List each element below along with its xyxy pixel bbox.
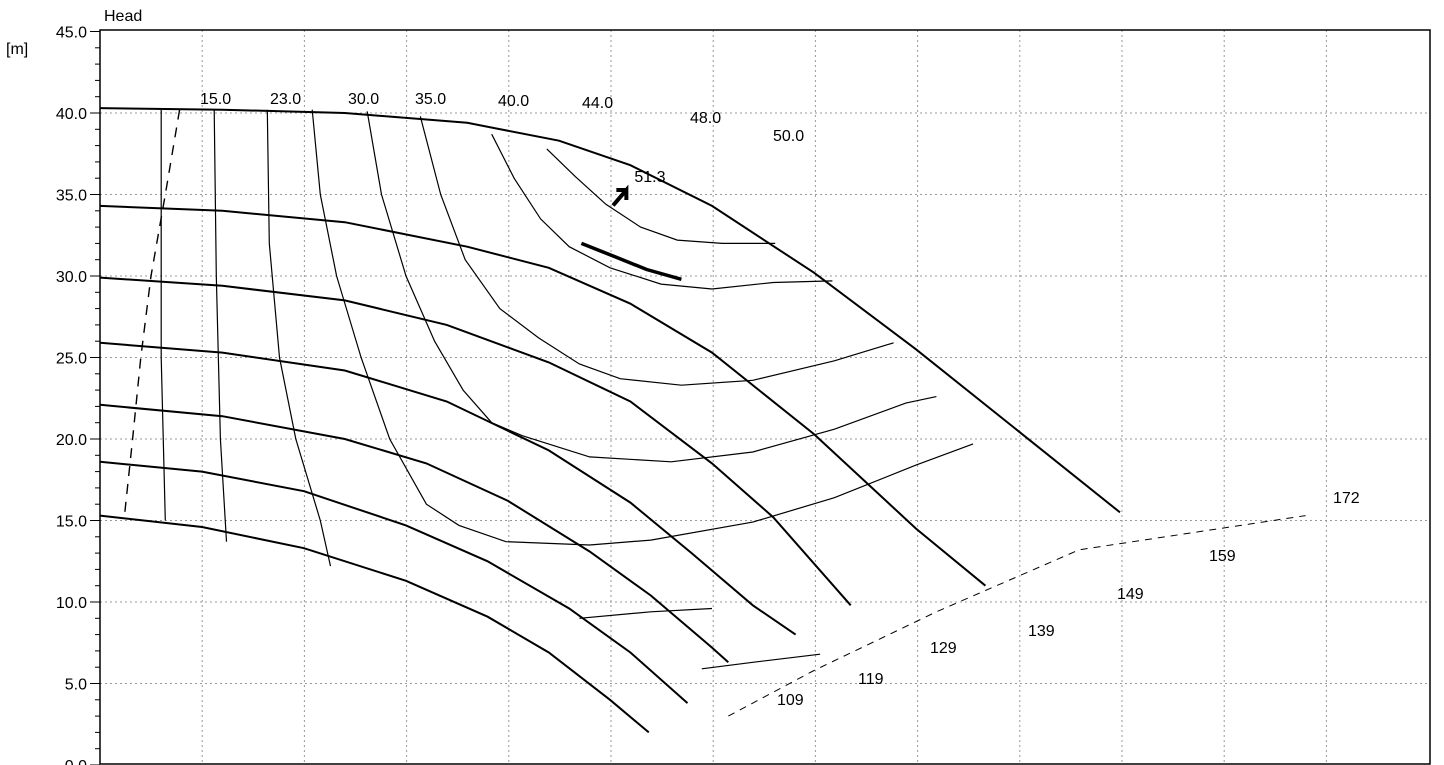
efficiency-curve-35-0: [311, 109, 974, 546]
head-curve-159: [99, 204, 987, 587]
efficiency-curve-48-0: [491, 133, 833, 290]
efficiency-label-35-0: 35.0: [415, 91, 446, 108]
head-curve-139: [99, 341, 797, 636]
head-label-119: 119: [858, 671, 884, 688]
efficiency-curve-23-0: [213, 109, 228, 542]
efficiency-curve-30-0: [266, 109, 332, 567]
y-tick-label: 10.0: [56, 595, 87, 612]
head-label-129: 129: [930, 640, 957, 657]
head-curve-119: [99, 460, 689, 704]
low-curve-segment: [579, 607, 713, 619]
y-axis-unit: [m]: [6, 41, 28, 58]
efficiency-label-48-0: 48.0: [690, 110, 721, 127]
efficiency-label-50-0: 50.0: [773, 128, 804, 145]
max-flow-curve: [728, 515, 1306, 717]
y-tick-label: 30.0: [56, 269, 87, 286]
y-tick-label: 15.0: [56, 514, 87, 531]
efficiency-label-23-0: 23.0: [270, 91, 301, 108]
min-flow-curve: [123, 109, 181, 516]
grid: [100, 30, 1430, 764]
efficiency-curve-15-0: [160, 109, 166, 521]
head-curve-129: [99, 403, 729, 664]
head-curve-172: [99, 107, 1121, 514]
head-label-149: 149: [1117, 586, 1144, 603]
efficiency-curve-40-0: [366, 111, 937, 463]
y-tick-label: 45.0: [56, 25, 87, 42]
y-tick-label: 20.0: [56, 432, 87, 449]
low-curve-segment: [701, 653, 821, 670]
head-label-109: 109: [777, 692, 804, 709]
efficiency-label-15-0: 15.0: [200, 91, 231, 108]
chart-marks: [99, 107, 1306, 734]
y-tick-label: 40.0: [56, 106, 87, 123]
head-label-139: 139: [1028, 623, 1055, 640]
operating-segment: [580, 241, 682, 281]
efficiency-curve-44-0: [419, 116, 894, 386]
y-axis: 0.0 5.0 10.0 15.0 20.0 25.0 30.0 35.0 40.0 45.0: [56, 25, 100, 765]
efficiency-label-30-0: 30.0: [348, 91, 379, 108]
plot-frame: [99, 29, 1431, 765]
head-curve-109: [99, 514, 650, 734]
y-tick-label: 0.0: [65, 758, 87, 765]
bep-label: 51.3: [634, 169, 665, 186]
y-tick-label: 5.0: [65, 677, 87, 694]
y-tick-label: 25.0: [56, 351, 87, 368]
efficiency-label-44-0: 44.0: [582, 95, 613, 112]
y-axis-title: Head: [104, 8, 142, 25]
bep-arrow: [611, 184, 629, 207]
head-label-159: 159: [1209, 548, 1236, 565]
efficiency-label-40-0: 40.0: [498, 93, 529, 110]
head-curve-149: [99, 276, 852, 606]
head-label-172: 172: [1333, 490, 1360, 507]
curve-labels: 51.3 15.0 23.0 30.0 35.0 40.0 44.0 48.0 50.0 172 1…: [200, 91, 1360, 709]
y-tick-label: 35.0: [56, 188, 87, 205]
efficiency-curve-50-0: [546, 148, 776, 244]
